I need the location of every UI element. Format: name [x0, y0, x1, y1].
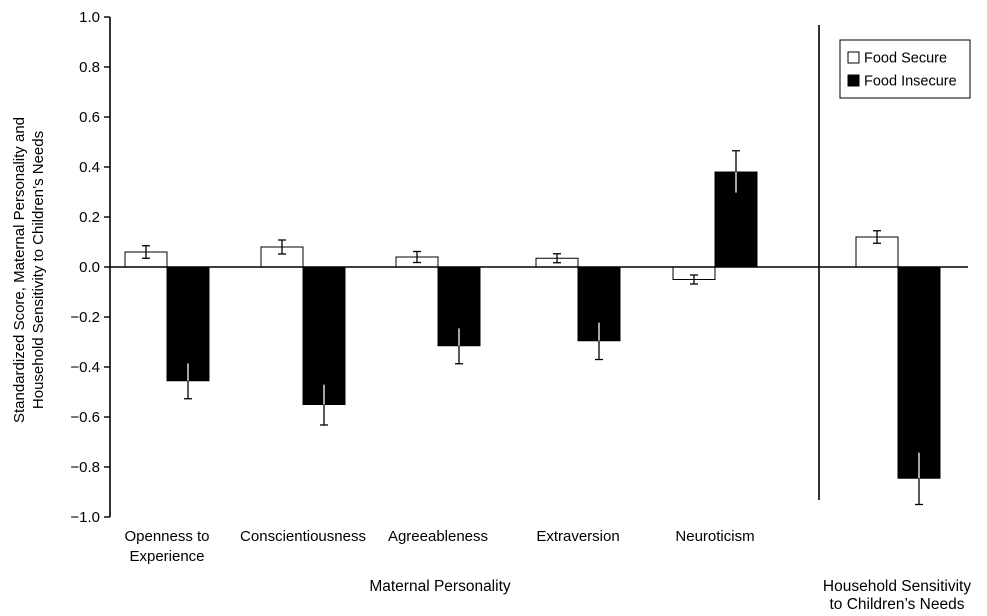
- legend: Food Secure Food Insecure: [839, 39, 971, 99]
- y-axis: 1.0 0.8 0.6 0.4 0.2 0.0 −0.2 −0.4 −0.6 −0.8 −1.0: [70, 9, 111, 526]
- error-bar-food-secure: [553, 253, 561, 264]
- y-tick-label: 1.0: [79, 9, 100, 26]
- bar-food-insecure: [302, 266, 346, 405]
- group-labels: Maternal Personality Household Sensitivit…: [369, 578, 971, 613]
- legend-box: [839, 39, 971, 99]
- bar-food-insecure: [166, 266, 210, 382]
- y-tick-label: −0.8: [70, 459, 100, 476]
- error-bar-food-secure: [142, 245, 150, 259]
- y-tick-label: 0.0: [79, 259, 100, 276]
- y-tick-label: −0.4: [70, 359, 100, 376]
- error-bar-food-insecure: [320, 383, 328, 426]
- error-bar-food-insecure: [455, 327, 463, 365]
- y-tick-label: −0.6: [70, 409, 100, 426]
- error-bar-food-secure: [413, 250, 421, 264]
- error-bar-food-insecure: [595, 321, 603, 361]
- category-label: Neuroticism: [675, 528, 754, 545]
- group-label: to Children’s Needs: [830, 596, 965, 613]
- y-tick-label: −1.0: [70, 509, 100, 526]
- error-bar-food-insecure: [732, 150, 740, 194]
- legend-label: Food Insecure: [864, 74, 957, 90]
- y-axis-label: Standardized Score, Maternal Personality…: [11, 117, 47, 423]
- error-bar-food-secure: [278, 239, 286, 255]
- y-tick-label: 0.8: [79, 59, 100, 76]
- error-bars: [142, 150, 923, 506]
- category-label: Agreeableness: [388, 528, 488, 545]
- legend-swatch: [847, 51, 860, 64]
- y-tick-label: 0.4: [79, 159, 100, 176]
- y-tick-label: 0.6: [79, 109, 100, 126]
- error-bar-food-insecure: [184, 362, 192, 400]
- category-labels: Openness to Experience Conscientiousness Ag…: [124, 528, 754, 565]
- bars: [124, 171, 941, 479]
- error-bar-food-secure: [873, 230, 881, 244]
- category-label: Conscientiousness: [240, 528, 366, 545]
- error-bar-food-insecure: [915, 451, 923, 506]
- group-label: Maternal Personality: [369, 578, 511, 595]
- category-label: Extraversion: [536, 528, 619, 545]
- legend-label: Food Secure: [864, 51, 947, 67]
- y-tick-label: 0.2: [79, 209, 100, 226]
- legend-swatch: [847, 74, 860, 87]
- category-label: Openness to: [124, 528, 209, 545]
- category-label: Experience: [129, 548, 204, 565]
- y-tick-label: −0.2: [70, 309, 100, 326]
- error-bar-food-secure: [690, 274, 698, 285]
- group-label: Household Sensitivity: [823, 578, 971, 595]
- bar-food-insecure: [897, 266, 941, 479]
